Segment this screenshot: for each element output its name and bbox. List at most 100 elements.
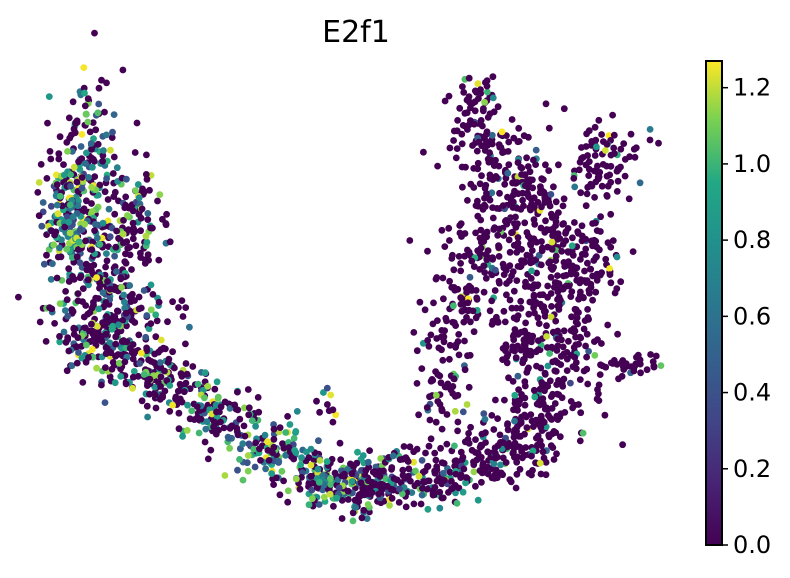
cell-point: [523, 154, 530, 162]
cell-point: [380, 467, 387, 475]
cell-point: [592, 237, 600, 245]
cell-point: [43, 175, 51, 182]
cell-point: [463, 109, 471, 117]
cell-point: [466, 273, 474, 281]
cell-point: [621, 172, 629, 180]
cell-point: [439, 274, 447, 282]
cell-point: [110, 193, 118, 201]
cell-point: [603, 140, 611, 148]
cell-point: [115, 359, 123, 367]
cell-point: [481, 269, 489, 276]
cell-point: [337, 456, 345, 464]
cell-point: [511, 417, 518, 425]
cell-point: [541, 193, 549, 201]
cell-point: [64, 148, 71, 155]
cell-point: [413, 347, 421, 355]
cell-point: [492, 266, 499, 274]
cell-point: [465, 430, 472, 437]
cell-point: [455, 351, 463, 359]
cell-point: [120, 291, 128, 299]
cell-point: [421, 467, 429, 475]
cell-point: [145, 325, 153, 333]
cell-point: [451, 442, 458, 450]
cell-point: [422, 449, 429, 457]
cell-point: [50, 241, 58, 249]
cell-point: [440, 338, 448, 346]
cell-point: [513, 423, 521, 431]
cell-point: [95, 84, 103, 92]
cell-point: [102, 364, 109, 371]
cell-point: [458, 456, 466, 463]
cell-point: [465, 74, 473, 82]
cell-point: [119, 230, 127, 238]
cell-point: [131, 149, 139, 156]
cell-point: [513, 470, 521, 478]
cell-point: [501, 318, 509, 326]
cell-point: [552, 252, 560, 260]
cell-point: [504, 193, 511, 201]
cell-point: [455, 253, 463, 260]
cell-point: [186, 415, 194, 423]
cell-point: [556, 433, 564, 441]
cell-point: [305, 480, 313, 487]
cell-point: [270, 435, 278, 443]
cell-point: [90, 335, 98, 343]
cell-point: [527, 347, 534, 355]
cell-point: [580, 294, 587, 302]
cell-point: [109, 170, 117, 177]
cell-point: [197, 415, 205, 423]
cell-point: [186, 323, 193, 331]
cell-point: [574, 228, 582, 236]
cell-point: [453, 499, 461, 507]
cell-point: [83, 197, 90, 205]
cell-point: [130, 229, 137, 237]
cell-point: [103, 175, 110, 183]
cell-point: [468, 257, 476, 265]
cell-point: [454, 117, 461, 124]
cell-point: [438, 494, 446, 502]
cell-point: [533, 238, 540, 246]
cell-point: [431, 467, 438, 475]
cell-point: [69, 148, 76, 155]
cell-point: [474, 450, 482, 457]
cell-point: [544, 362, 552, 370]
cell-point: [92, 220, 99, 228]
cell-point: [315, 501, 323, 508]
cell-point: [532, 299, 540, 306]
cell-point: [121, 298, 128, 306]
cell-point: [123, 238, 131, 246]
cell-point: [138, 397, 146, 405]
cell-point: [425, 342, 433, 350]
cell-point: [583, 353, 590, 361]
cell-point: [486, 175, 494, 182]
colorbar-gradient: [705, 60, 723, 546]
cell-point: [95, 100, 103, 108]
cell-point: [592, 219, 599, 227]
cell-point: [544, 243, 551, 251]
cell-point: [571, 219, 578, 226]
cell-point: [74, 246, 82, 253]
cell-point: [475, 138, 483, 146]
cell-point: [63, 245, 71, 253]
cell-point: [331, 469, 339, 477]
cell-point: [88, 320, 95, 328]
cell-point: [545, 198, 553, 206]
cell-point: [89, 163, 96, 171]
cell-point: [593, 395, 601, 403]
cell-point: [530, 216, 538, 224]
cell-point: [308, 486, 316, 494]
cell-point: [144, 210, 152, 217]
cell-point: [521, 430, 528, 438]
cell-point: [136, 360, 144, 367]
cell-point: [81, 102, 89, 110]
cell-point: [117, 373, 125, 380]
cell-point: [96, 279, 103, 287]
cell-point: [483, 88, 491, 96]
cell-point: [142, 333, 150, 341]
cell-point: [436, 488, 444, 496]
cell-point: [121, 358, 129, 366]
cell-point: [593, 143, 600, 151]
cell-point: [480, 237, 488, 245]
cell-point: [521, 401, 529, 409]
